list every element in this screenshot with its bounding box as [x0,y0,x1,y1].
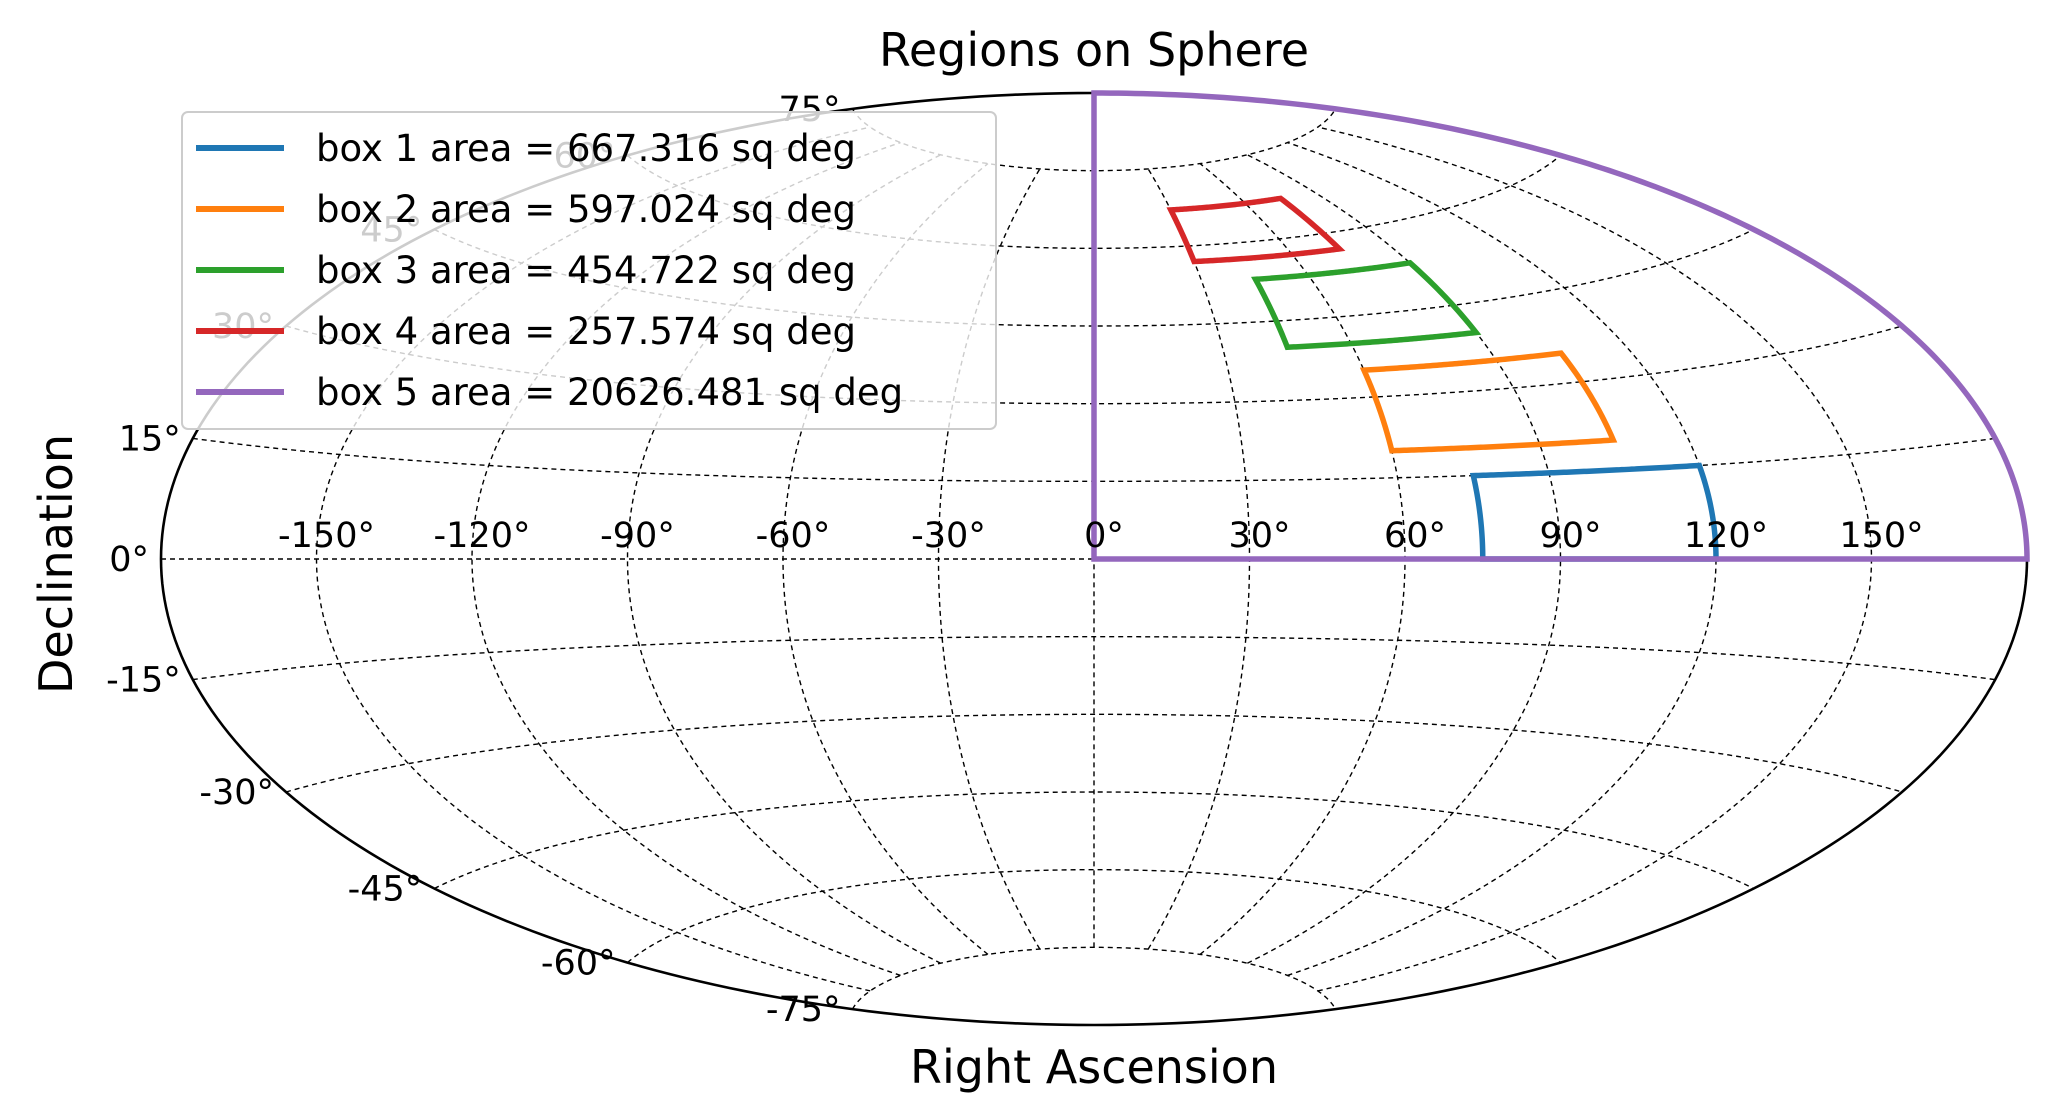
parallel-gridline [851,946,1337,1010]
parallel-gridline [192,635,1996,681]
parallel-gridline [285,713,1903,793]
dec-tick-label: -15° [106,661,181,701]
legend-label: box 1 area = 667.316 sq deg [316,127,856,170]
ra-tick-label: 0° [1084,516,1124,556]
region-box-2 [1359,350,1618,454]
region-box-5 [1091,90,2030,562]
legend-label: box 3 area = 454.722 sq deg [316,249,856,292]
legend-frame [181,111,997,430]
dec-tick-label: 0° [109,540,149,580]
dec-tick-label: 15° [119,419,181,459]
ra-tick-label: 150° [1839,516,1923,556]
ra-tick-label: 90° [1539,516,1601,556]
ra-tick-label: -60° [756,516,831,556]
dec-tick-label: -60° [541,944,616,984]
dec-tick-label: -30° [199,773,274,813]
region-box-4 [1166,195,1346,265]
dec-tick-label: -75° [766,990,841,1030]
parallel-gridline [627,868,1561,964]
y-axis-label: Declination [29,434,83,694]
meridian-gridline [1287,141,1717,977]
legend-label: box 2 area = 597.024 sq deg [316,188,856,231]
ra-tick-label: -150° [278,516,375,556]
region-boxes [1091,90,2030,562]
ra-tick-label: 120° [1684,516,1768,556]
legend-label: box 5 area = 20626.481 sq deg [316,371,903,414]
dec-tick-label: -45° [348,870,423,910]
ra-tick-label: -90° [600,516,675,556]
ra-tick-label: -120° [434,516,531,556]
legend: box 1 area = 667.316 sq deg box 2 area = … [181,111,997,430]
legend-label: box 4 area = 257.574 sq deg [316,310,856,353]
parallel-gridline [433,791,1755,890]
ra-tick-label: 60° [1384,516,1446,556]
chart-title: Regions on Sphere [879,23,1309,77]
x-axis-label: Right Ascension [910,1040,1278,1094]
region-box-3 [1251,259,1482,351]
ra-tick-labels: -150° -120° -90° -60° -30° 0° 30° 60° 90° 120° 150… [278,516,1924,556]
ra-tick-label: 30° [1228,516,1290,556]
ra-tick-label: -30° [911,516,986,556]
